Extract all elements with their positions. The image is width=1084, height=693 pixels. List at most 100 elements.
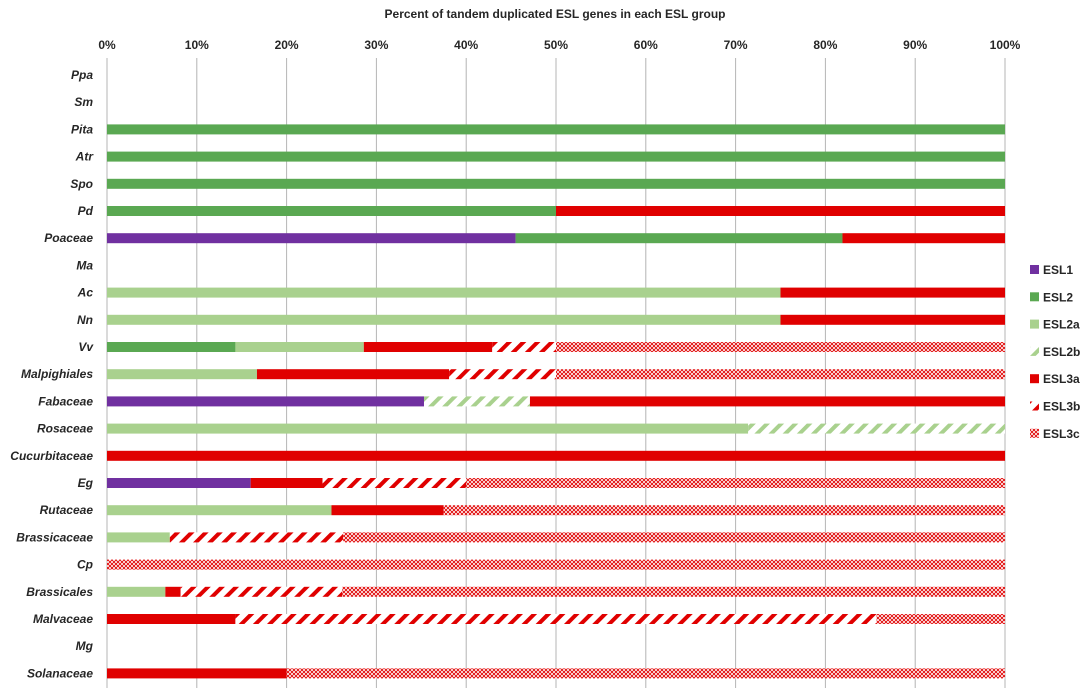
category-label: Mg: [76, 639, 94, 653]
bar-segment-esl3b: [235, 614, 877, 624]
category-label: Brassicales: [26, 585, 93, 599]
category-label: Fabaceae: [38, 394, 93, 408]
bar-segment-esl2: [107, 178, 1005, 189]
category-label: Cp: [77, 558, 93, 572]
legend-label-esl2b: ESL2b: [1043, 345, 1080, 359]
bar-segment-esl2: [107, 342, 236, 352]
x-tick-label: 30%: [364, 38, 388, 52]
bar-segment-esl3a: [529, 396, 1005, 407]
legend-swatch-esl2b: [1030, 346, 1039, 356]
category-label: Malvaceae: [33, 612, 93, 626]
bar-segment-esl3a: [556, 206, 1005, 216]
bar-segment-esl2a: [107, 505, 332, 516]
category-label: Atr: [75, 150, 95, 164]
x-tick-label: 50%: [544, 38, 568, 52]
bar-segment-esl3a: [165, 586, 181, 597]
bar-segment-esl2: [107, 206, 556, 216]
bar-segment-esl3a: [780, 314, 1005, 325]
bar-segment-esl2a: [107, 586, 166, 597]
category-label: Pita: [71, 122, 93, 136]
bar-segment-esl1: [107, 233, 516, 244]
category-label: Spo: [70, 177, 93, 191]
x-tick-label: 0%: [98, 38, 116, 52]
chart-title: Percent of tandem duplicated ESL genes i…: [385, 7, 726, 21]
legend-swatch-esl2: [1030, 292, 1039, 302]
bar-segment-esl2a: [107, 314, 781, 325]
legend-label-esl1: ESL1: [1043, 263, 1073, 277]
legend-label-esl3c: ESL3c: [1043, 427, 1080, 441]
bar-segment-esl2a: [107, 423, 749, 434]
bar-segment-esl3c: [443, 505, 1005, 516]
x-tick-label: 40%: [454, 38, 478, 52]
category-label: Solanaceae: [27, 666, 93, 680]
bar-segment-esl1: [107, 478, 251, 488]
bar-segment-esl3a: [331, 505, 444, 516]
bar-segment-esl3a: [107, 614, 236, 624]
bar-segment-esl2b: [423, 396, 530, 407]
bar-segment-esl2: [107, 124, 1005, 135]
x-tick-label: 90%: [903, 38, 927, 52]
category-label: Ma: [76, 258, 93, 272]
x-axis-ticks: 0% 10% 20% 30% 40% 50% 60% 70% 80% 90% 100%: [98, 38, 1020, 52]
legend-swatch-esl2a: [1030, 319, 1039, 329]
bar-segment-esl3b: [322, 478, 467, 488]
legend: ESL1 ESL2 ESL2a ESL2b ESL3a ESL3b ESL3c: [1030, 263, 1080, 441]
legend-label-esl2a: ESL2a: [1043, 318, 1080, 332]
bar-segment-esl2: [515, 233, 843, 244]
bar-segment-esl2a: [107, 532, 170, 543]
bar-segment-esl3c: [343, 532, 1005, 543]
bar-segment-esl3c: [107, 559, 1005, 570]
category-label: Pd: [78, 204, 94, 218]
category-label: Rosaceae: [37, 422, 93, 436]
category-label: Nn: [77, 313, 93, 327]
category-label: Brassicaceae: [16, 530, 93, 544]
bar-segment-esl2b: [748, 423, 1005, 434]
bar-segment-esl3a: [107, 450, 1005, 461]
bar-segment-esl3b: [449, 369, 556, 380]
legend-swatch-esl3b: [1030, 401, 1039, 411]
x-tick-label: 10%: [185, 38, 209, 52]
bar-segment-esl3a: [842, 233, 1005, 244]
bar-segment-esl2: [107, 151, 1005, 162]
bar-segment-esl3b: [180, 586, 343, 597]
category-label: Sm: [74, 95, 93, 109]
bar-segment-esl3a: [107, 668, 287, 679]
x-tick-label: 20%: [275, 38, 299, 52]
bar-segment-esl3c: [876, 614, 1005, 624]
category-label: Ac: [77, 286, 94, 300]
bar-segment-esl3a: [780, 287, 1005, 298]
bar-segment-esl3c: [342, 586, 1005, 597]
category-label: Eg: [78, 476, 94, 490]
category-label: Ppa: [71, 68, 93, 82]
category-label: Rutaceae: [40, 503, 94, 517]
category-label: Malpighiales: [21, 367, 93, 381]
category-label: Vv: [78, 340, 94, 354]
bar-segment-esl3a: [250, 478, 323, 488]
category-label: Poaceae: [44, 231, 93, 245]
bar-segment-esl3b: [492, 342, 556, 352]
bar-segment-esl3a: [363, 342, 493, 352]
bar-segment-esl3a: [256, 369, 450, 380]
bar-segment-esl2a: [107, 287, 781, 298]
legend-swatch-esl1: [1030, 265, 1039, 274]
bar-segment-esl3c: [286, 668, 1006, 679]
legend-label-esl2: ESL2: [1043, 290, 1073, 304]
x-tick-label: 80%: [813, 38, 837, 52]
x-tick-label: 100%: [990, 38, 1021, 52]
category-labels: Ppa Sm Pita Atr Spo Pd Poaceae Ma Ac Nn Vv Malpighi…: [10, 68, 94, 680]
bars: [107, 124, 1006, 679]
legend-swatch-esl3a: [1030, 374, 1039, 384]
category-label: Cucurbitaceae: [10, 449, 93, 463]
bar-segment-esl3c: [466, 478, 1005, 488]
bar-segment-esl3b: [169, 532, 344, 543]
bar-segment-esl1: [107, 396, 424, 407]
x-tick-label: 70%: [724, 38, 748, 52]
x-tick-label: 60%: [634, 38, 658, 52]
bar-segment-esl2a: [235, 342, 364, 352]
legend-swatch-esl3c: [1030, 428, 1039, 438]
bar-segment-esl3c: [556, 369, 1005, 380]
legend-label-esl3a: ESL3a: [1043, 372, 1080, 386]
legend-label-esl3b: ESL3b: [1043, 400, 1080, 414]
